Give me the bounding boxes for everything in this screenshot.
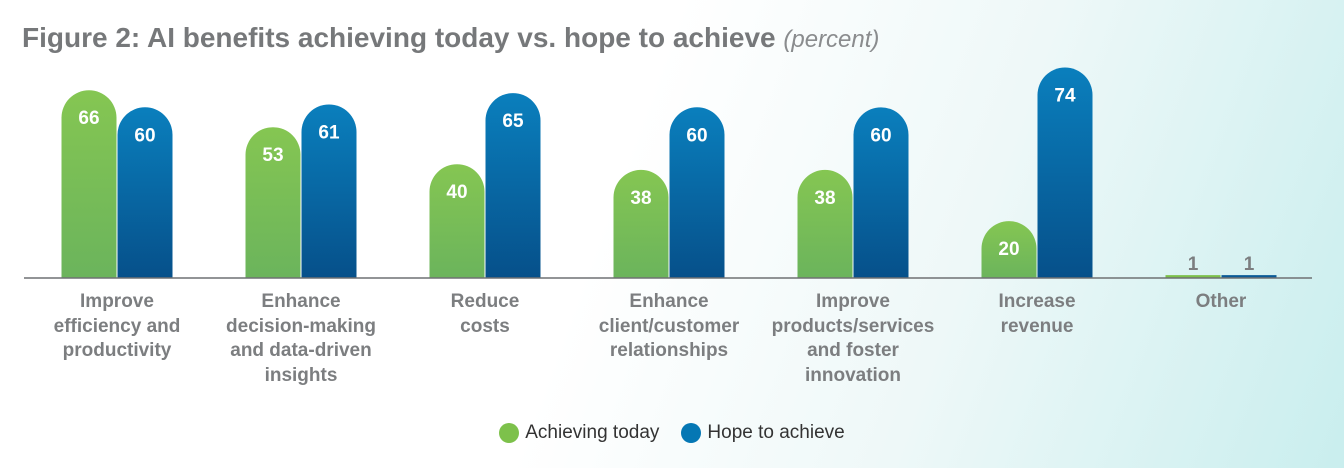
legend-item-hope: Hope to achieve — [681, 422, 845, 444]
category-label-line: Enhance — [261, 291, 341, 312]
value-label-hope-1: 61 — [318, 122, 340, 143]
value-label-hope-0: 60 — [134, 125, 155, 146]
category-label-line: efficiency and — [53, 315, 181, 337]
category-label-line: relationships — [609, 340, 729, 361]
category-label-line: and foster — [807, 340, 899, 361]
value-label-hope-6: 1 — [1244, 254, 1255, 275]
bar-achieving-0 — [61, 90, 117, 278]
category-label-line: Reduce — [450, 291, 520, 312]
bar-achieving-3 — [613, 169, 669, 278]
bar-hope-1 — [301, 104, 357, 278]
chart-title-text: Figure 2: AI benefits achieving today vs… — [22, 22, 776, 53]
bar-achieving-5 — [981, 221, 1037, 278]
value-label-achieving-1: 53 — [262, 145, 283, 166]
category-label-line: Improve — [816, 291, 890, 312]
category-label-line: client/customer — [598, 315, 740, 337]
value-label-achieving-4: 38 — [814, 188, 835, 209]
category-label-0: Improve efficiency and productivity — [22, 290, 212, 364]
value-label-hope-3: 60 — [686, 125, 707, 146]
value-label-hope-5: 74 — [1054, 85, 1076, 106]
bar-achieving-4 — [797, 169, 853, 278]
legend-swatch-achieving — [499, 423, 520, 443]
category-label-line: decision-making — [226, 315, 376, 337]
legend-item-achieving: Achieving today — [499, 422, 659, 444]
category-label-line: Other — [1195, 291, 1247, 312]
bar-chart: 66 60 53 61 40 65 38 60 38 60 20 74 1 1 — [24, 67, 1312, 279]
value-label-hope-4: 60 — [870, 125, 891, 146]
bar-hope-3 — [669, 107, 725, 278]
category-label-line: insights — [264, 364, 338, 386]
category-label-line: and data-driven — [230, 340, 372, 361]
bar-hope-0 — [117, 107, 173, 278]
category-label-line: Increase — [998, 291, 1076, 312]
category-label-3: Enhance client/customer relationships — [574, 290, 764, 364]
value-label-achieving-6: 1 — [1188, 254, 1199, 275]
category-label-line: Improve — [80, 291, 154, 312]
chart-title: Figure 2: AI benefits achieving today vs… — [22, 22, 879, 54]
legend-label-hope: Hope to achieve — [707, 422, 845, 443]
category-label-line: products/services — [771, 315, 935, 337]
value-label-achieving-0: 66 — [78, 108, 99, 129]
legend: Achieving today Hope to achieve — [0, 422, 1344, 444]
bar-hope-2 — [485, 93, 541, 278]
category-label-line: costs — [460, 315, 510, 337]
bar-hope-4 — [853, 107, 909, 278]
category-label-line: innovation — [804, 364, 902, 386]
category-label-line: revenue — [1000, 315, 1074, 337]
category-label-2: Reduce costs — [390, 290, 580, 339]
category-label-line: productivity — [62, 340, 172, 361]
bars-group — [61, 67, 1277, 278]
category-label-5: Increase revenue — [942, 290, 1132, 339]
category-label-6: Other — [1126, 290, 1316, 315]
legend-swatch-hope — [681, 423, 702, 443]
value-label-achieving-2: 40 — [446, 182, 467, 203]
value-label-achieving-5: 20 — [998, 239, 1019, 260]
value-label-achieving-3: 38 — [630, 188, 651, 209]
category-label-4: Improve products/services and foster innova… — [758, 290, 948, 388]
legend-label-achieving: Achieving today — [525, 422, 660, 443]
bar-hope-5 — [1037, 67, 1093, 278]
category-label-line: Enhance — [629, 291, 709, 312]
chart-subtitle: (percent) — [783, 26, 880, 53]
bar-achieving-2 — [429, 164, 485, 278]
value-label-hope-2: 65 — [502, 111, 524, 132]
value-labels-group: 66 60 53 61 40 65 38 60 38 60 20 74 1 1 — [78, 85, 1254, 275]
bar-achieving-1 — [245, 127, 301, 278]
category-label-1: Enhance decision-making and data-driven ins… — [206, 290, 396, 388]
